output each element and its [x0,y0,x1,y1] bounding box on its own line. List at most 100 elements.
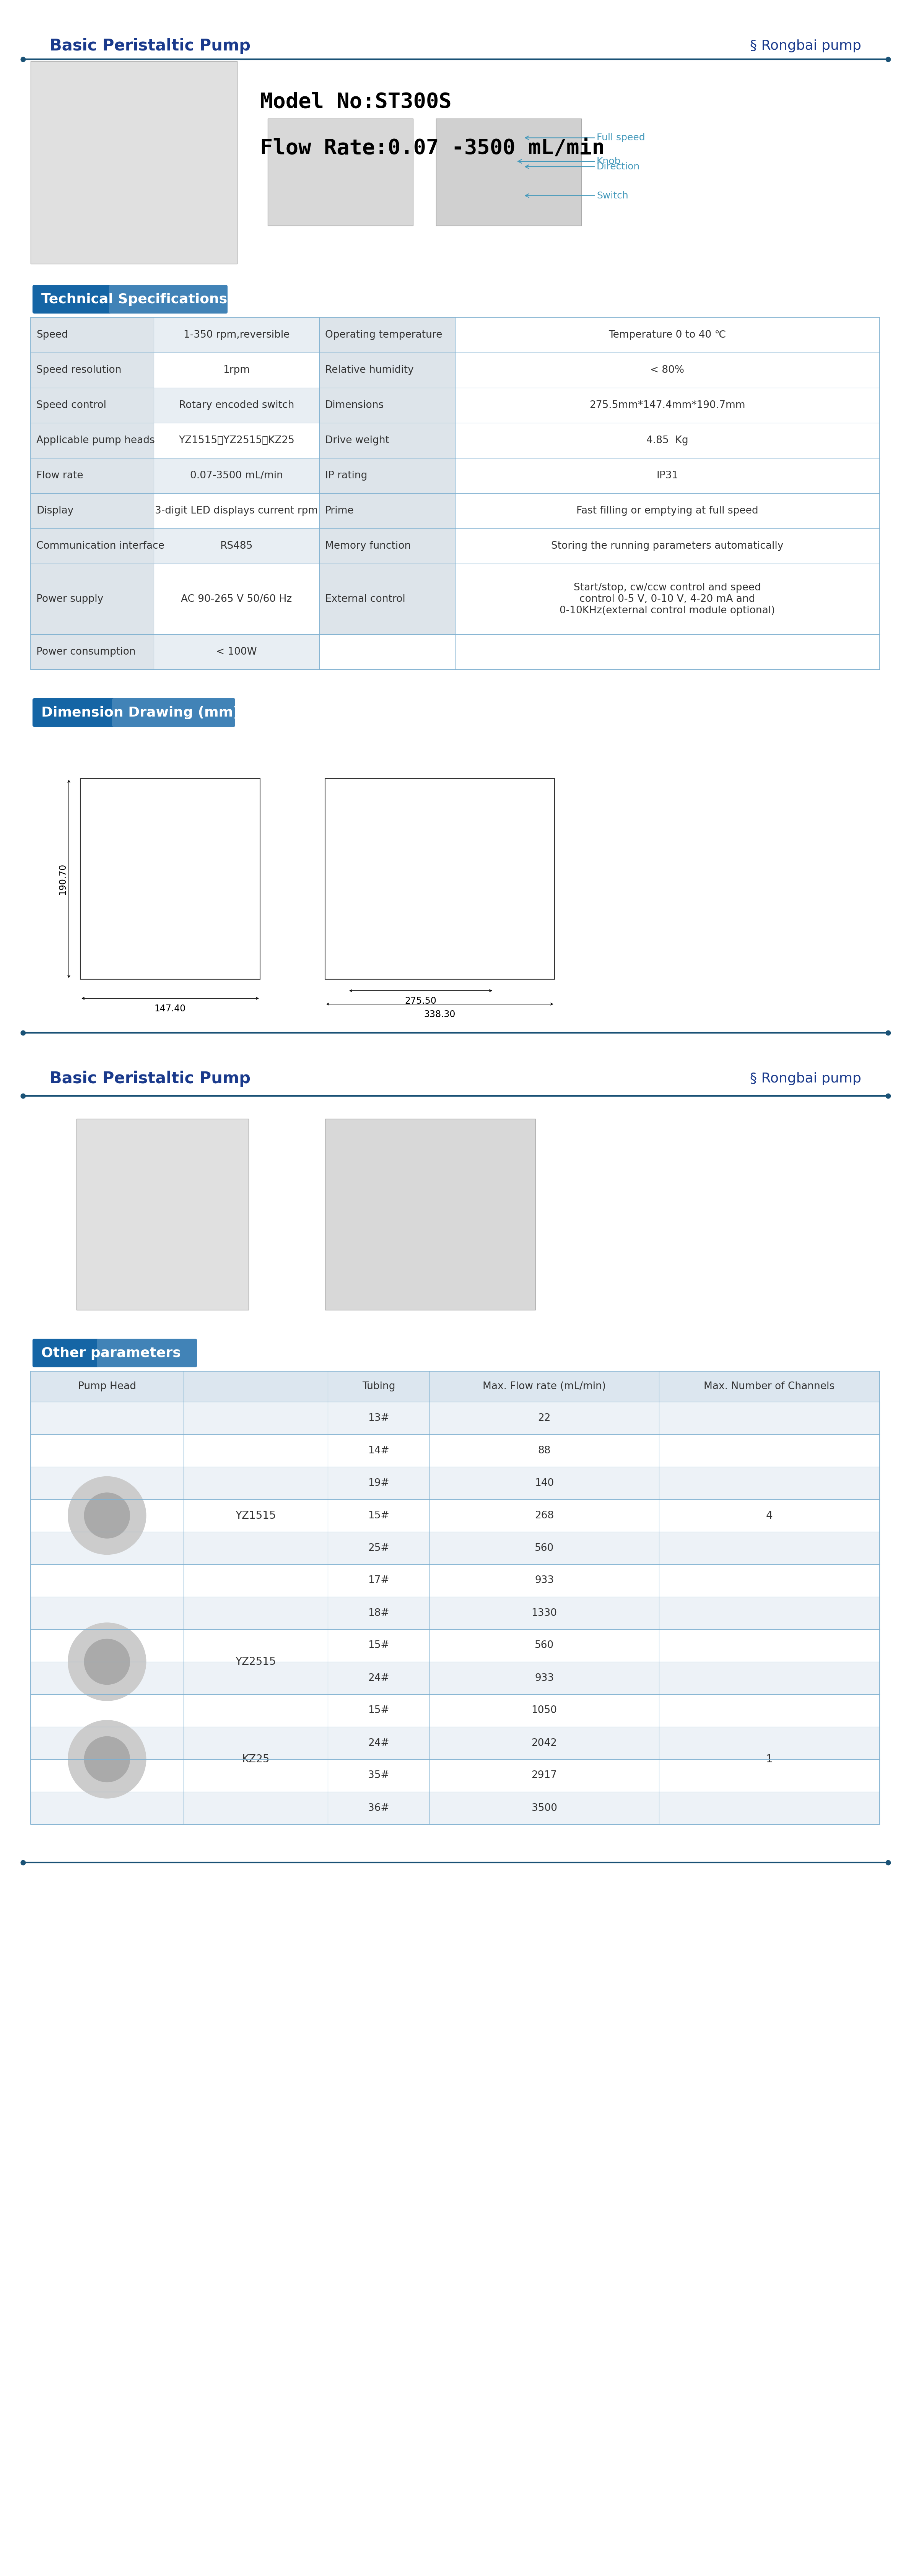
Bar [31,389,154,422]
Bar [77,1118,249,1311]
Text: Prime: Prime [325,505,354,515]
Text: 36#: 36# [368,1803,389,1814]
Bar [31,564,154,634]
Text: Communication interface: Communication interface [36,541,164,551]
Bar [31,353,154,389]
Text: Model No:ST300S: Model No:ST300S [260,93,452,111]
Text: 3-digit LED displays current rpm: 3-digit LED displays current rpm [155,505,318,515]
Bar [31,1533,880,1564]
Text: 4.85  Kg: 4.85 Kg [647,435,689,446]
Text: Basic Peristaltic Pump: Basic Peristaltic Pump [50,1072,251,1087]
Bar [31,1564,880,1597]
Text: Pump Head: Pump Head [78,1381,136,1391]
Bar [31,1726,880,1759]
Text: Operating temperature: Operating temperature [325,330,442,340]
Bar [31,389,319,422]
Circle shape [68,1476,146,1553]
Bar [31,1435,880,1466]
Bar [31,1499,880,1533]
Text: 22: 22 [537,1414,550,1422]
Bar [80,778,260,979]
Bar [31,459,319,492]
Text: External control: External control [325,595,405,603]
Text: 3500: 3500 [531,1803,558,1814]
Bar [31,317,880,670]
Bar [319,528,456,564]
Text: Technical Specifications: Technical Specifications [41,294,227,307]
Text: 4: 4 [766,1510,773,1520]
Bar [31,317,319,353]
Text: 17#: 17# [368,1577,389,1584]
Text: Speed: Speed [36,330,68,340]
Bar [325,1118,536,1311]
Text: Fast filling or emptying at full speed: Fast filling or emptying at full speed [577,505,758,515]
Bar [31,1628,880,1695]
FancyBboxPatch shape [33,698,235,726]
Text: § Rongbai pump: § Rongbai pump [750,39,861,52]
Text: Applicable pump heads: Applicable pump heads [36,435,155,446]
Text: Max. Number of Channels: Max. Number of Channels [704,1381,834,1391]
FancyBboxPatch shape [109,286,228,314]
Text: Start/stop, cw/ccw control and speed
control 0-5 V, 0-10 V, 4-20 mA and
0-10KHz(: Start/stop, cw/ccw control and speed con… [559,582,775,616]
Text: 1: 1 [766,1754,773,1765]
Bar [31,564,319,634]
Bar [31,492,319,528]
Text: Direction: Direction [525,162,640,170]
Text: 2042: 2042 [531,1739,558,1749]
Bar [31,1466,880,1499]
Text: Dimension Drawing (mm): Dimension Drawing (mm) [41,706,240,719]
Text: Flow Rate:0.07 -3500 mL/min: Flow Rate:0.07 -3500 mL/min [260,137,605,157]
Circle shape [68,1623,146,1700]
Text: YZ1515、YZ2515、KZ25: YZ1515、YZ2515、KZ25 [179,435,294,446]
Text: KZ25: KZ25 [241,1754,270,1765]
Text: Knob: Knob [517,157,621,165]
Text: YZ1515: YZ1515 [235,1510,276,1520]
Text: 1rpm: 1rpm [223,366,250,376]
Text: 18#: 18# [368,1607,389,1618]
Text: 25#: 25# [368,1543,389,1553]
FancyBboxPatch shape [33,286,228,314]
Text: Full speed: Full speed [525,134,645,142]
Text: Other parameters: Other parameters [41,1347,180,1360]
Text: 2917: 2917 [531,1770,558,1780]
Text: 560: 560 [535,1641,554,1651]
Text: 190.70: 190.70 [57,863,67,894]
Text: § Rongbai pump: § Rongbai pump [750,1072,861,1084]
Text: < 80%: < 80% [650,366,684,376]
FancyBboxPatch shape [33,1340,197,1368]
Text: 268: 268 [535,1510,554,1520]
Text: 560: 560 [535,1543,554,1553]
Text: IP rating: IP rating [325,471,367,482]
Bar [31,422,154,459]
Text: 88: 88 [537,1445,550,1455]
Text: Flow rate: Flow rate [36,471,83,482]
Bar [325,778,555,979]
Bar [319,389,456,422]
Text: 147.40: 147.40 [155,1005,186,1012]
Bar [31,1401,880,1435]
Bar [31,1401,880,1628]
FancyBboxPatch shape [268,118,413,227]
Bar [31,634,319,670]
Bar [31,1597,880,1628]
Text: RS485: RS485 [220,541,253,551]
Bar [31,1662,880,1695]
Bar [31,528,319,564]
Text: Power consumption: Power consumption [36,647,136,657]
Text: 140: 140 [535,1479,554,1489]
Bar [31,317,154,353]
Text: IP31: IP31 [657,471,679,482]
Text: YZ2515: YZ2515 [235,1656,276,1667]
Text: Rotary encoded switch: Rotary encoded switch [179,399,294,410]
FancyBboxPatch shape [436,118,581,227]
Text: 19#: 19# [368,1479,389,1489]
Bar [31,528,154,564]
Bar [319,353,456,389]
Text: 933: 933 [535,1577,554,1584]
Text: Temperature 0 to 40 ℃: Temperature 0 to 40 ℃ [609,330,726,340]
Text: Tubing: Tubing [363,1381,395,1391]
Text: Speed control: Speed control [36,399,107,410]
Bar [319,459,456,492]
Text: 15#: 15# [368,1705,389,1716]
FancyBboxPatch shape [97,1340,197,1368]
